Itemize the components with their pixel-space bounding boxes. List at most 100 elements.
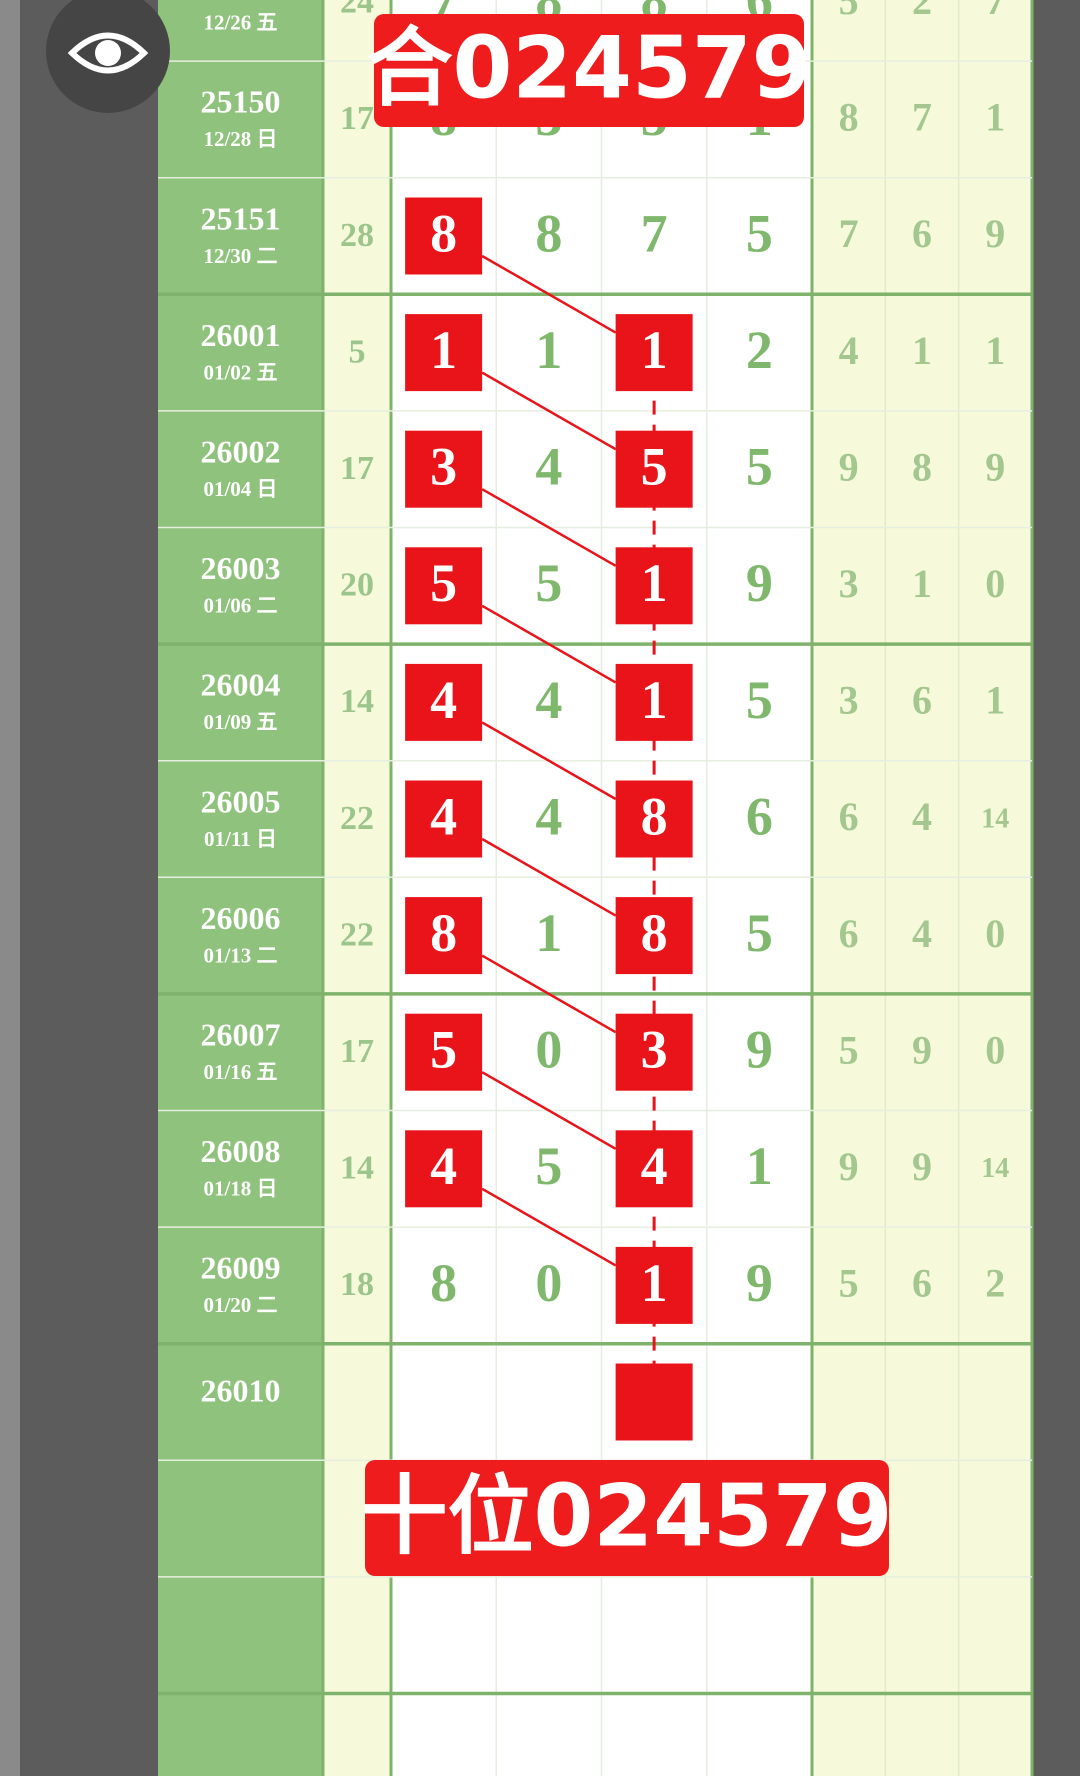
extra: 7 xyxy=(839,211,859,256)
digit: 8 xyxy=(641,903,668,963)
issue: 25149 xyxy=(201,0,281,3)
digit: 0 xyxy=(535,1253,562,1313)
extra: 4 xyxy=(839,328,859,373)
overlay-text: 十位024579 xyxy=(361,1466,892,1566)
hit-box xyxy=(405,314,483,392)
digit: 9 xyxy=(746,1020,773,1080)
table-cells: 2514912/26 五2478865272515012/28 日1783518… xyxy=(201,0,1009,1441)
extra: 1 xyxy=(912,328,932,373)
trend-line xyxy=(481,837,617,917)
digit: 9 xyxy=(746,553,773,613)
digit: 6 xyxy=(746,786,773,846)
issue: 26003 xyxy=(201,550,281,586)
date: 01/18 日 xyxy=(203,1177,277,1201)
extra: 1 xyxy=(985,95,1005,140)
extra: 5 xyxy=(839,1261,859,1306)
digit: 1 xyxy=(746,1136,773,1196)
extra: 5 xyxy=(839,0,859,23)
digit: 4 xyxy=(535,786,562,846)
hit-box xyxy=(615,1130,693,1208)
sum: 22 xyxy=(340,800,374,837)
date: 01/09 五 xyxy=(203,710,277,734)
sum: 22 xyxy=(340,916,374,953)
hit-box xyxy=(615,1013,693,1091)
extra: 4 xyxy=(912,911,932,956)
digit: 5 xyxy=(746,903,773,963)
sum: 20 xyxy=(340,567,374,604)
trend-line xyxy=(481,721,617,801)
extra: 6 xyxy=(912,1261,932,1306)
issue: 26008 xyxy=(201,1133,281,1169)
extra: 9 xyxy=(912,1027,932,1072)
extra: 9 xyxy=(912,1144,932,1189)
date: 01/20 二 xyxy=(203,1293,277,1317)
overlay-bottom: 十位024579 xyxy=(361,1460,893,1576)
eye-button[interactable] xyxy=(46,0,170,113)
issue: 26009 xyxy=(201,1250,281,1286)
digit: 9 xyxy=(746,1253,773,1313)
extra: 7 xyxy=(912,95,932,140)
date: 01/04 日 xyxy=(203,477,277,501)
hit-box xyxy=(405,1130,483,1208)
date: 12/26 五 xyxy=(203,11,277,35)
issue: 25150 xyxy=(201,84,281,120)
digit: 1 xyxy=(641,320,668,380)
sum: 18 xyxy=(340,1266,374,1303)
sum: 5 xyxy=(349,333,366,370)
hit-box xyxy=(615,430,693,508)
extra: 4 xyxy=(912,794,932,839)
trend-lines xyxy=(481,254,656,1402)
date: 01/06 二 xyxy=(203,594,277,618)
digit: 5 xyxy=(535,1136,562,1196)
extra: 9 xyxy=(985,444,1005,489)
hit-box xyxy=(615,314,693,392)
sum: 17 xyxy=(340,1033,374,1070)
extra: 6 xyxy=(839,911,859,956)
hit-box xyxy=(405,663,483,741)
hit-box xyxy=(405,430,483,508)
overlay-text: 合024579 xyxy=(366,18,811,118)
digit: 3 xyxy=(430,437,457,497)
digit: 4 xyxy=(535,670,562,730)
hit-box xyxy=(615,663,693,741)
extra: 14 xyxy=(981,1153,1009,1184)
hit-box xyxy=(615,1363,693,1441)
hit-box xyxy=(405,780,483,858)
extra: 9 xyxy=(839,1144,859,1189)
extra: 6 xyxy=(912,211,932,256)
extra: 9 xyxy=(839,444,859,489)
trend-line xyxy=(481,1187,617,1267)
digit: 5 xyxy=(746,203,773,263)
digit: 2 xyxy=(746,320,773,380)
overlay-top: 合024579 xyxy=(366,14,812,127)
digit: 0 xyxy=(535,1020,562,1080)
extra: 9 xyxy=(985,211,1005,256)
extra: 0 xyxy=(985,911,1005,956)
date: 01/16 五 xyxy=(203,1060,277,1084)
hit-box xyxy=(615,547,693,625)
sum: 24 xyxy=(340,0,374,21)
digit: 4 xyxy=(430,786,457,846)
digit: 4 xyxy=(641,1136,668,1196)
issue: 26002 xyxy=(201,434,281,470)
issue: 26001 xyxy=(201,317,281,353)
hit-box xyxy=(615,897,693,975)
issue: 26005 xyxy=(201,783,281,819)
extra: 2 xyxy=(912,0,932,23)
date: 12/30 二 xyxy=(203,244,277,268)
trend-line xyxy=(481,254,617,334)
digit: 4 xyxy=(430,670,457,730)
sum: 14 xyxy=(340,683,374,720)
digit: 5 xyxy=(641,437,668,497)
digit: 1 xyxy=(641,553,668,613)
sum: 17 xyxy=(340,450,374,487)
extra: 6 xyxy=(839,794,859,839)
digit: 7 xyxy=(641,203,668,263)
extra: 5 xyxy=(839,1027,859,1072)
digit: 4 xyxy=(430,1136,457,1196)
issue: 26004 xyxy=(201,667,281,703)
digit: 5 xyxy=(746,670,773,730)
trend-line xyxy=(481,604,617,684)
issue: 26006 xyxy=(201,900,281,936)
